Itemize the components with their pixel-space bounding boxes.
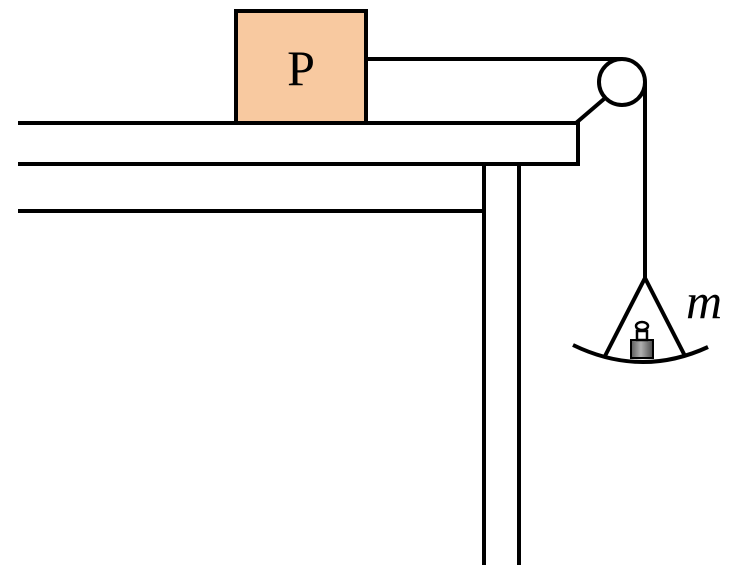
hanging-pan: m bbox=[572, 273, 722, 364]
pan-string-right bbox=[643, 277, 687, 357]
pulley-bracket bbox=[574, 97, 606, 125]
block-p-body bbox=[234, 9, 368, 125]
weight-icon bbox=[630, 320, 654, 359]
weight-neck bbox=[635, 329, 649, 342]
weight-body bbox=[630, 339, 654, 359]
block-p: P bbox=[234, 9, 368, 125]
block-p-label: P bbox=[287, 40, 315, 96]
pan-string-left bbox=[603, 277, 647, 357]
pan-dish bbox=[572, 343, 709, 364]
mass-label: m bbox=[686, 273, 722, 329]
pulley-wheel bbox=[597, 57, 647, 107]
table-leg bbox=[482, 164, 521, 565]
table-top bbox=[18, 121, 580, 166]
weight-knob bbox=[634, 320, 650, 332]
